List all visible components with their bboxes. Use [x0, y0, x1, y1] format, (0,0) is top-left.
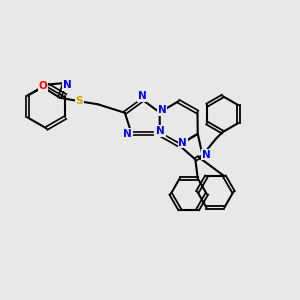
Text: N: N: [138, 91, 147, 101]
Text: N: N: [158, 105, 167, 115]
Text: N: N: [178, 138, 187, 148]
Text: N: N: [156, 126, 165, 136]
Text: S: S: [75, 96, 83, 106]
Text: N: N: [202, 150, 211, 160]
Text: N: N: [62, 80, 71, 90]
Text: N: N: [123, 129, 132, 139]
Text: O: O: [39, 81, 47, 91]
